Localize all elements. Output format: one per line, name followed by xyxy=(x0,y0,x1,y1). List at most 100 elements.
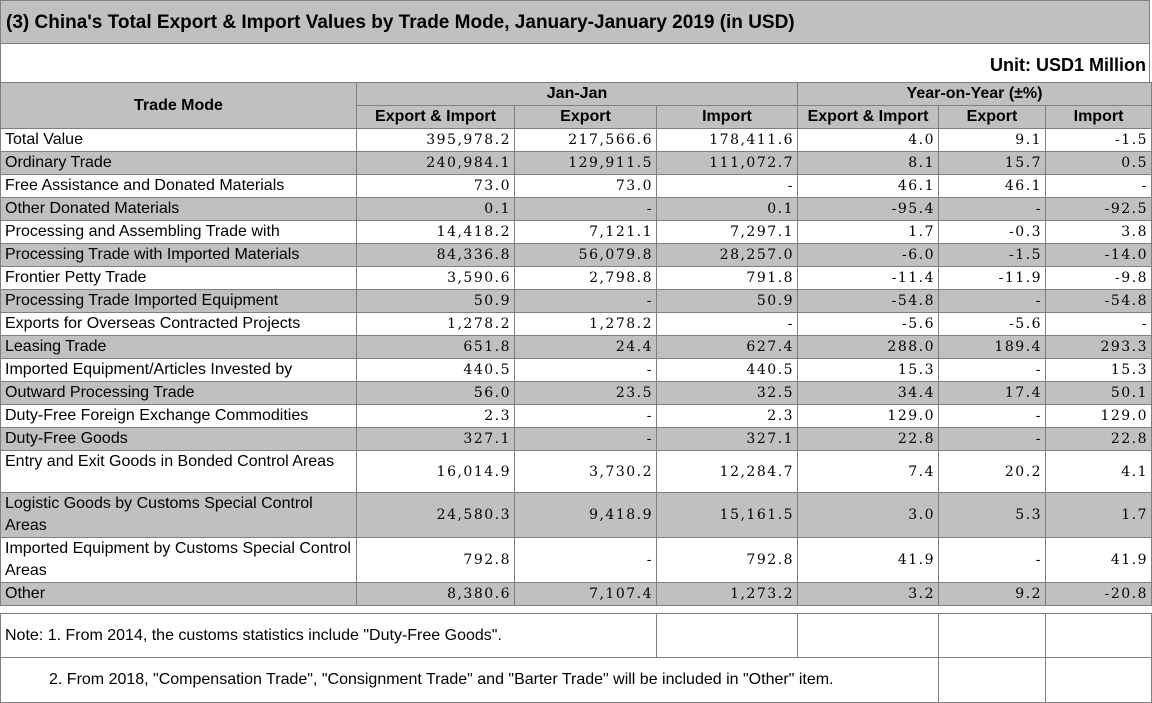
value-cell-y-im: 3.8 xyxy=(1045,220,1152,244)
value-cell-im: 7,297.1 xyxy=(655,220,799,244)
value-cell-y-ei: 3.0 xyxy=(797,492,940,538)
value-cell-ei: 2.3 xyxy=(356,404,515,428)
value-cell-y-im: 22.8 xyxy=(1045,427,1152,451)
value-cell-y-ex: 5.3 xyxy=(938,492,1047,538)
header-export-import: Export & Import xyxy=(356,105,515,129)
value-cell-y-ei: -95.4 xyxy=(797,197,940,221)
value-cell-ex: 7,121.1 xyxy=(514,220,657,244)
value-cell-im: 0.1 xyxy=(655,197,799,221)
value-cell-im: 627.4 xyxy=(655,335,799,359)
value-cell-im: 327.1 xyxy=(655,427,799,451)
value-cell-im: 28,257.0 xyxy=(655,243,799,267)
value-cell-y-ei: 288.0 xyxy=(797,335,940,359)
trade-mode-cell: Other xyxy=(0,582,357,606)
table-row: Processing Trade with Imported Materials… xyxy=(0,243,1152,267)
value-cell-im: 792.8 xyxy=(655,537,799,583)
value-cell-y-ei: 3.2 xyxy=(797,582,940,606)
value-cell-ei: 792.8 xyxy=(356,537,515,583)
value-cell-y-im: 15.3 xyxy=(1045,358,1152,382)
value-cell-ei: 84,336.8 xyxy=(356,243,515,267)
notes: Note: 1. From 2014, the customs statisti… xyxy=(0,613,1152,703)
header-trade-mode: Trade Mode xyxy=(0,82,357,129)
value-cell-y-ex: - xyxy=(938,537,1047,583)
header-yoy-import: Import xyxy=(1045,105,1152,129)
value-cell-y-ei: 46.1 xyxy=(797,174,940,198)
trade-mode-cell: Exports for Overseas Contracted Projects xyxy=(0,312,357,336)
value-cell-y-im: 129.0 xyxy=(1045,404,1152,428)
value-cell-y-im: -1.5 xyxy=(1045,128,1152,152)
header-jan-jan: Jan-Jan xyxy=(355,82,799,106)
trade-mode-cell: Processing Trade with Imported Materials xyxy=(0,243,357,267)
table-row: Total Value 395,978.2 217,566.6 178,411.6 4.… xyxy=(0,128,1152,152)
value-cell-y-ex: -0.3 xyxy=(938,220,1047,244)
value-cell-ei: 651.8 xyxy=(356,335,515,359)
value-cell-im: 440.5 xyxy=(655,358,799,382)
page-title: (3) China's Total Export & Import Values… xyxy=(0,0,1150,44)
value-cell-y-im: 0.5 xyxy=(1045,151,1152,175)
value-cell-y-ex: - xyxy=(938,197,1047,221)
value-cell-ex: 9,418.9 xyxy=(514,492,657,538)
value-cell-y-im: 1.7 xyxy=(1045,492,1152,538)
value-cell-ei: 395,978.2 xyxy=(356,128,515,152)
trade-mode-cell: Ordinary Trade xyxy=(0,151,357,175)
value-cell-y-ex: -5.6 xyxy=(938,312,1047,336)
header-import: Import xyxy=(655,105,799,129)
value-cell-y-ex: 46.1 xyxy=(938,174,1047,198)
value-cell-ei: 1,278.2 xyxy=(356,312,515,336)
value-cell-y-ei: 4.0 xyxy=(797,128,940,152)
value-cell-y-ex: -11.9 xyxy=(938,266,1047,290)
value-cell-y-ei: 7.4 xyxy=(797,450,940,493)
value-cell-ex: 23.5 xyxy=(514,381,657,405)
value-cell-ex: 24.4 xyxy=(514,335,657,359)
value-cell-y-ex: 15.7 xyxy=(938,151,1047,175)
value-cell-im: 2.3 xyxy=(655,404,799,428)
value-cell-ex: - xyxy=(514,197,657,221)
value-cell-y-ei: 22.8 xyxy=(797,427,940,451)
value-cell-y-im: 41.9 xyxy=(1045,537,1152,583)
value-cell-y-ex: 20.2 xyxy=(938,450,1047,493)
value-cell-ex: 7,107.4 xyxy=(514,582,657,606)
value-cell-y-ei: -54.8 xyxy=(797,289,940,313)
header-yoy-export: Export xyxy=(938,105,1047,129)
value-cell-y-im: -14.0 xyxy=(1045,243,1152,267)
value-cell-y-im: -20.8 xyxy=(1045,582,1152,606)
value-cell-y-ex: -1.5 xyxy=(938,243,1047,267)
table-row: Entry and Exit Goods in Bonded Control A… xyxy=(0,450,1152,493)
value-cell-ei: 327.1 xyxy=(356,427,515,451)
value-cell-ei: 50.9 xyxy=(356,289,515,313)
value-cell-im: 1,273.2 xyxy=(655,582,799,606)
value-cell-y-ex: 9.1 xyxy=(938,128,1047,152)
value-cell-y-im: -92.5 xyxy=(1045,197,1152,221)
value-cell-y-im: - xyxy=(1045,312,1152,336)
trade-mode-cell: Duty-Free Foreign Exchange Commodities xyxy=(0,404,357,428)
header-export: Export xyxy=(514,105,657,129)
value-cell-ei: 24,580.3 xyxy=(356,492,515,538)
value-cell-y-ei: 41.9 xyxy=(797,537,940,583)
table-row: Ordinary Trade 240,984.1 129,911.5 111,072.… xyxy=(0,151,1152,175)
value-cell-ei: 0.1 xyxy=(356,197,515,221)
value-cell-y-im: -9.8 xyxy=(1045,266,1152,290)
table-row: Processing and Assembling Trade with 14,4… xyxy=(0,220,1152,244)
value-cell-y-ex: - xyxy=(938,404,1047,428)
value-cell-y-ei: 15.3 xyxy=(797,358,940,382)
value-cell-ei: 240,984.1 xyxy=(356,151,515,175)
value-cell-ei: 14,418.2 xyxy=(356,220,515,244)
value-cell-ex: 217,566.6 xyxy=(514,128,657,152)
trade-mode-cell: Processing Trade Imported Equipment xyxy=(0,289,357,313)
value-cell-ei: 56.0 xyxy=(356,381,515,405)
value-cell-im: 178,411.6 xyxy=(655,128,799,152)
value-cell-y-ex: - xyxy=(938,289,1047,313)
value-cell-im: 111,072.7 xyxy=(655,151,799,175)
value-cell-y-im: 293.3 xyxy=(1045,335,1152,359)
table-row: Processing Trade Imported Equipment 50.9 -… xyxy=(0,289,1152,313)
value-cell-y-ex: 9.2 xyxy=(938,582,1047,606)
table-row: Other 8,380.6 7,107.4 1,273.2 3.2 9.2 -20.8 xyxy=(0,582,1152,606)
table-row: Other Donated Materials 0.1-0.1 -95.4- -92.… xyxy=(0,197,1152,221)
value-cell-y-ei: 1.7 xyxy=(797,220,940,244)
value-cell-y-ex: - xyxy=(938,427,1047,451)
value-cell-y-ei: 129.0 xyxy=(797,404,940,428)
value-cell-ex: - xyxy=(514,404,657,428)
trade-table: Trade Mode Jan-Jan Year-on-Year (±%) Exp… xyxy=(0,82,1152,606)
trade-mode-cell: Other Donated Materials xyxy=(0,197,357,221)
trade-mode-cell: Leasing Trade xyxy=(0,335,357,359)
